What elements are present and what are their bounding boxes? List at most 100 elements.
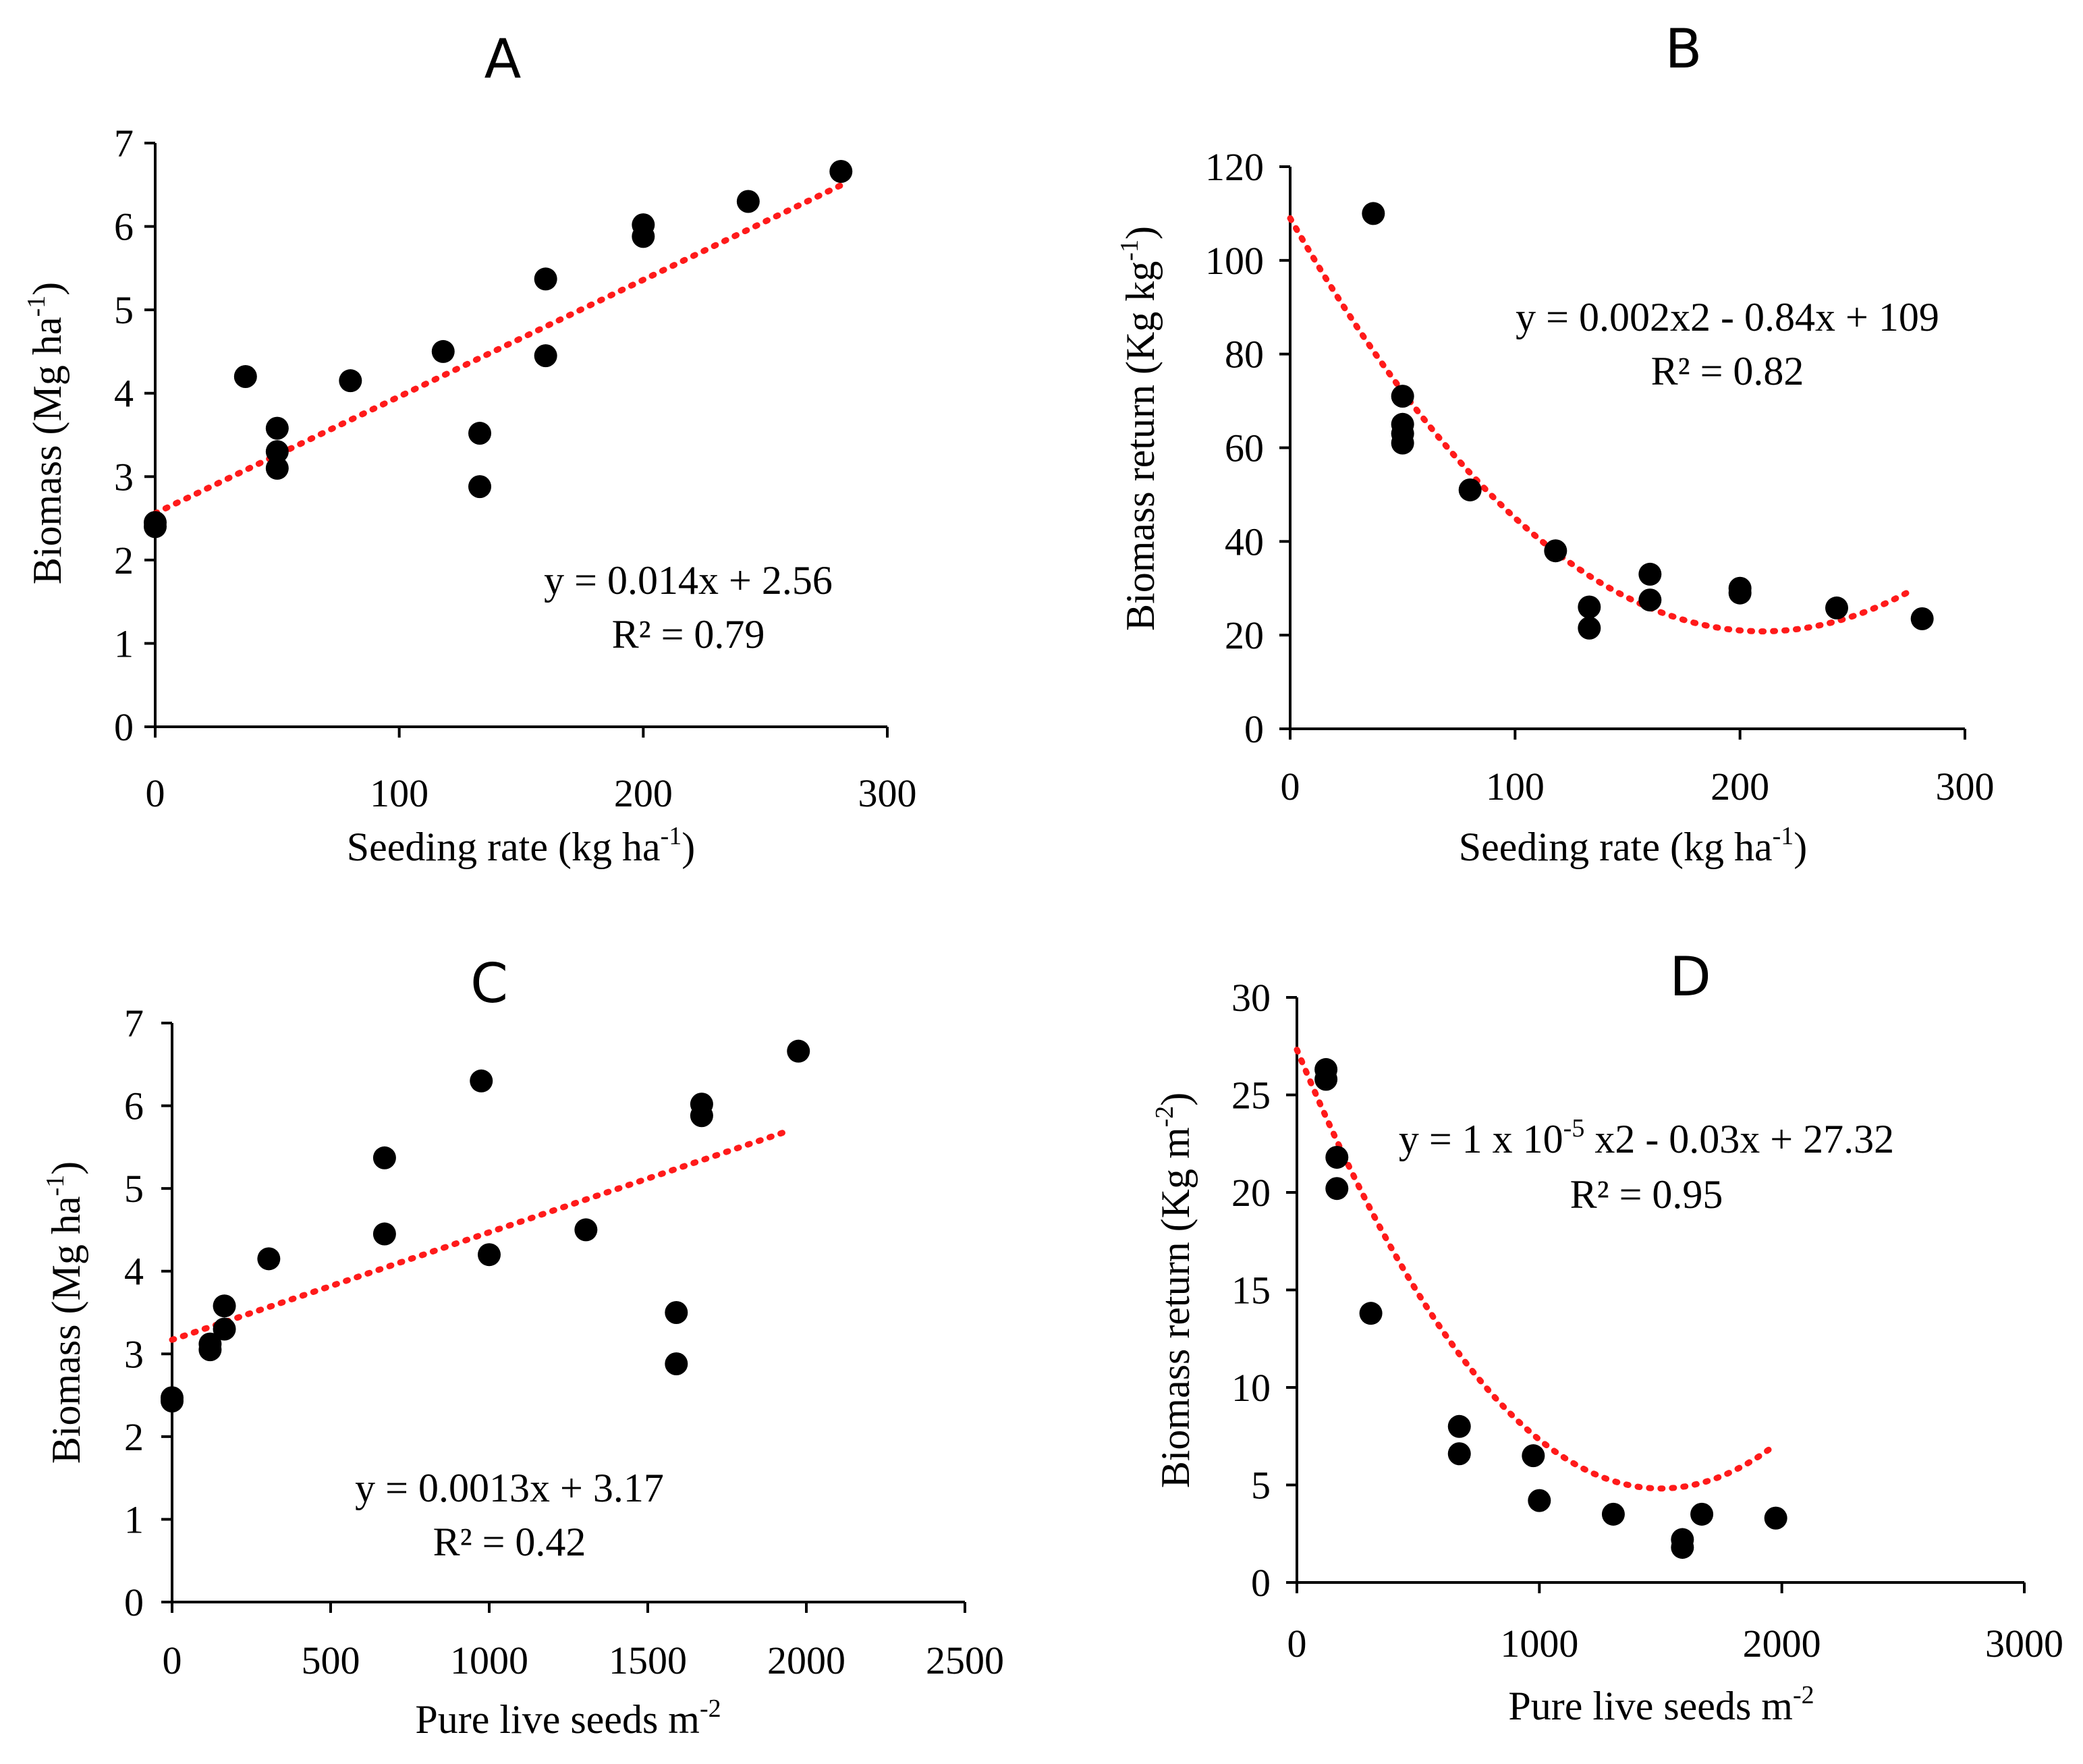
panel-b-data-point [1638,588,1662,612]
panel-d-ylabel: Biomass return (Kg m-2) [1150,1093,1198,1489]
panel-b-xtick-label: 0 [1281,765,1300,808]
panel-a-ytick-label: 7 [114,121,134,165]
panel-d-data-point [1764,1506,1787,1530]
panel-c-xtick-label: 500 [302,1638,360,1682]
panel-b-xlabel: Seeding rate (kg ha-1) [1459,822,1807,869]
panel-b-data-point [1391,385,1414,408]
panel-c-axes [171,1023,965,1603]
panel-c-xtick-label: 2000 [767,1638,845,1682]
panel-a-trend-path [152,182,844,517]
panel-d-ytick-label: 25 [1231,1074,1271,1118]
panel-a-data-point [233,365,257,388]
panel-a-points [144,160,853,539]
panel-b-axes [1289,167,1965,730]
panel-a-ytick-label: 0 [114,705,134,749]
panel-a-data-point [468,475,492,499]
panel-d-data-point [1601,1502,1625,1526]
panel-d-data-point [1671,1535,1694,1559]
panel-c-data-point [372,1222,396,1246]
panel-b-ytick-label: 60 [1225,426,1264,470]
panel-d-trendline [1294,1047,1773,1492]
panel-c-ytick-label: 0 [124,1580,144,1624]
panel-b-xtick-label: 200 [1711,765,1769,808]
panel-b-ylabel: Biomass return (Kg kg-1) [1115,226,1163,631]
panel-b-data-point [1578,616,1601,640]
panel-a-ytick-label: 1 [114,622,134,665]
panel-c-ytick-label: 4 [124,1250,144,1294]
panel-b-ytick-label: 40 [1225,520,1264,563]
panel-b-data-point [1578,595,1601,619]
panel-d-xtick-label: 3000 [1985,1622,2063,1665]
panel-c-xlabel: Pure live seeds m-2 [415,1694,721,1742]
panel-d-xlabel: Pure live seeds m-2 [1508,1681,1814,1728]
panel-a: A 0 1 2 3 4 5 6 7 0 100 200 300 Seeding rate (kg ha… [22,28,917,869]
panel-c-ytick-label: 2 [124,1415,144,1459]
panel-c-r2: R² = 0.42 [433,1520,586,1564]
panel-d-xtick-label: 1000 [1500,1622,1578,1665]
panel-c-ylabel: Biomass (Mg ha-1) [41,1161,88,1464]
panel-b-data-point [1638,562,1662,586]
panel-a-data-point [468,422,492,445]
panel-d-data-point [1447,1442,1471,1466]
panel-a-data-point [431,339,455,363]
panel-b-xtick-label: 300 [1936,765,1995,808]
panel-a-data-point [265,440,289,464]
panel-a-xtick-label: 0 [146,771,165,815]
panel-b-data-point [1391,431,1414,455]
panel-b-data-point [1825,596,1848,619]
panel-b-data-point [1458,478,1482,501]
panel-b-trend-path [1287,215,1912,635]
panel-b: B 0 20 40 60 80 100 120 0 100 200 300 Seeding rate… [1115,18,1995,869]
panel-d-data-point [1325,1177,1349,1201]
panel-b-ytick-label: 0 [1244,707,1264,751]
panel-c-ytick-label: 3 [124,1332,144,1376]
panel-a-data-point [265,416,289,440]
panel-b-data-point [1362,202,1385,225]
panel-a-ytick-label: 6 [114,205,134,249]
panel-b-ytick-label: 80 [1225,333,1264,377]
panel-d-axes [1296,997,2024,1584]
panel-d-points [1314,1057,1787,1559]
panel-c-xtick-label: 1000 [450,1638,528,1682]
panel-a-xtick-label: 100 [370,771,428,815]
panel-a-data-point [736,190,760,213]
panel-a-equation: y = 0.014x + 2.56 [544,558,833,603]
panel-c-data-point [213,1294,236,1318]
panel-a-data-point [534,344,557,368]
panel-a-xtick-label: 200 [614,771,673,815]
panel-a-data-point [144,515,167,539]
panel-d-data-point [1359,1302,1383,1325]
panel-b-ytick-label: 100 [1205,239,1264,283]
panel-d-ytick-label: 10 [1231,1366,1271,1410]
panel-d-title: D [1669,945,1711,1008]
panel-c-title: C [470,952,508,1015]
panel-a-data-point [632,225,655,248]
panel-c-data-point [198,1338,222,1362]
panel-d-xtick-label: 2000 [1743,1622,1821,1665]
panel-c-points [161,1039,810,1413]
panel-a-ytick-label: 2 [114,539,134,582]
panel-a-r2: R² = 0.79 [612,612,765,657]
panel-d-data-point [1690,1502,1714,1526]
panel-c-ytick-label: 1 [124,1497,144,1541]
panel-d-data-point [1314,1068,1338,1091]
panel-d-data-point [1528,1489,1551,1512]
panel-b-points [1362,202,1934,640]
panel-c-ytick-label: 7 [124,1001,144,1045]
panel-b-ytick-label: 20 [1225,613,1264,657]
panel-d-data-point [1447,1414,1471,1438]
panel-b-data-point [1910,607,1934,630]
panel-c-data-point [470,1069,493,1093]
panel-c: C 0 1 2 3 4 5 6 7 0 500 1000 1500 2000 2500 Pure live… [41,952,1004,1742]
panel-b-data-point [1544,539,1567,563]
panel-d-data-point [1522,1444,1545,1468]
panel-d-ytick-label: 20 [1231,1171,1271,1215]
panel-c-data-point [574,1218,598,1242]
panel-a-xtick-label: 300 [858,771,917,815]
panel-d-ytick-label: 0 [1251,1561,1271,1605]
panel-a-axes [154,143,887,728]
panel-c-trend-path [169,1127,794,1343]
panel-c-data-point [372,1146,396,1169]
panel-c-data-point [665,1301,688,1324]
